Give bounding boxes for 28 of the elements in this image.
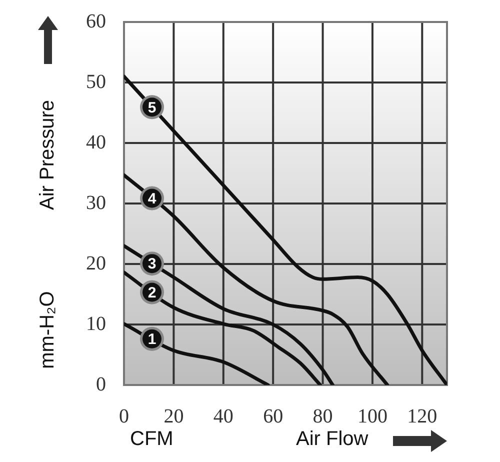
x-tick-label: 0 xyxy=(119,405,129,428)
y-tick-label: 20 xyxy=(86,252,106,274)
series-label: 5 xyxy=(148,99,156,116)
x-tick-label: 40 xyxy=(213,405,234,428)
line-series xyxy=(124,74,447,385)
line-series xyxy=(124,270,322,385)
y-tick-label: 60 xyxy=(86,10,106,32)
line-series xyxy=(124,173,390,385)
series-label: 3 xyxy=(148,256,156,273)
x-tick-label: 80 xyxy=(312,405,333,428)
x-tick-label: 20 xyxy=(164,405,184,428)
series-label: 1 xyxy=(148,331,156,348)
y-axis-title: Air Pressure xyxy=(36,100,60,210)
line-series xyxy=(124,244,334,385)
series-label: 4 xyxy=(148,190,157,208)
x-axis-title: Air Flow xyxy=(296,428,368,451)
y-tick-label: 50 xyxy=(86,70,106,93)
text: mm-H₂O xyxy=(36,291,60,369)
legend-label: 2 xyxy=(148,284,156,302)
x-tick-label: 120 xyxy=(407,405,438,428)
y-tick-label: 40 xyxy=(86,131,106,154)
y-tick-label: 30 xyxy=(86,192,106,214)
y-tick-label: 0 xyxy=(96,373,106,396)
y-tick-label: 10 xyxy=(86,312,106,335)
x-tick-label: 100 xyxy=(357,405,388,428)
x-tick-label: 60 xyxy=(263,405,284,428)
text: CFM xyxy=(130,428,174,451)
line-series xyxy=(124,322,270,385)
